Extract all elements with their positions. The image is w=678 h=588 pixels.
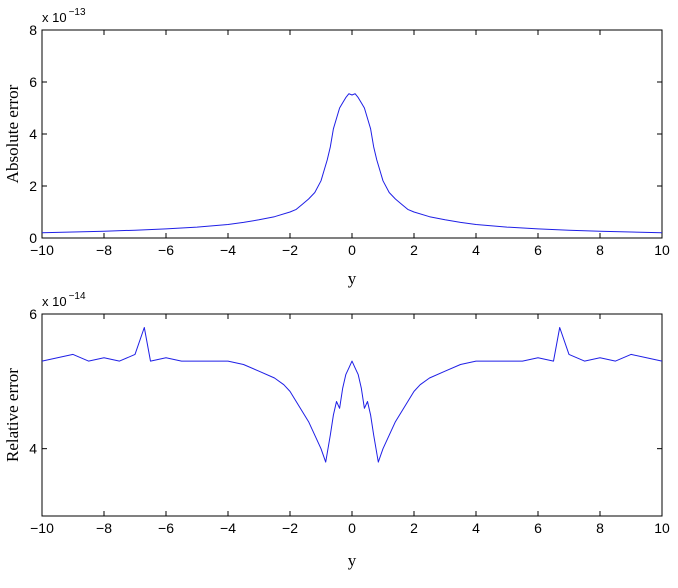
y-axis: 46 [29, 306, 662, 457]
x-axis-label: y [348, 269, 357, 288]
y-axis: 0 2 4 6 8 [29, 22, 662, 246]
x-axis: −10 −8 −6 −4 −2 0 2 4 6 8 10 [30, 30, 670, 258]
axis-scale-factor: x 10 −14 [42, 291, 86, 309]
y-tick-label: 6 [29, 306, 37, 322]
plot-area [41, 313, 663, 517]
x-tick-label: −4 [220, 520, 236, 536]
x-tick-label: −10 [30, 520, 54, 536]
x-tick-label: 6 [534, 242, 542, 258]
x-tick-label: −2 [282, 242, 298, 258]
x-tick-label: −4 [220, 242, 236, 258]
x-tick-label: −6 [158, 242, 174, 258]
x-tick-label: 0 [348, 520, 356, 536]
y-axis-label: Relative error [3, 368, 22, 462]
scale-base: x 10 [42, 294, 67, 309]
y-axis-label: Absolute error [3, 84, 22, 183]
scale-exponent: −13 [69, 7, 86, 18]
x-tick-label: 10 [654, 520, 670, 536]
y-tick-label: 4 [29, 126, 37, 142]
series-layer [41, 93, 663, 234]
series-line [41, 93, 663, 234]
x-tick-label: −6 [158, 520, 174, 536]
x-axis: −10 −8 −6 −4 −2 0 2 4 6 8 10 [30, 314, 670, 536]
x-tick-label: 0 [348, 242, 356, 258]
x-tick-label: 4 [472, 242, 480, 258]
relative-error-plot: −10 −8 −6 −4 −2 0 2 4 6 8 10 46 y Relative error x… [3, 291, 670, 570]
x-tick-label: −10 [30, 242, 54, 258]
scale-exponent: −14 [69, 291, 86, 302]
x-tick-label: −8 [96, 242, 112, 258]
y-tick-label: 4 [29, 441, 37, 457]
x-tick-label: 8 [596, 242, 604, 258]
y-tick-label: 8 [29, 22, 37, 38]
x-tick-label: 10 [654, 242, 670, 258]
y-tick-label: 2 [29, 178, 37, 194]
absolute-error-plot: −10 −8 −6 −4 −2 0 2 4 6 8 10 0 2 4 6 8 y Absolute erro… [3, 7, 670, 288]
plot-area [41, 29, 663, 239]
x-axis-label: y [348, 551, 357, 570]
x-tick-label: 2 [410, 520, 418, 536]
x-tick-label: −2 [282, 520, 298, 536]
scale-base: x 10 [42, 10, 67, 25]
y-tick-label: 6 [29, 74, 37, 90]
series-line [41, 327, 663, 463]
x-tick-label: 2 [410, 242, 418, 258]
x-tick-label: −8 [96, 520, 112, 536]
y-tick-label: 0 [29, 230, 37, 246]
x-tick-label: 8 [596, 520, 604, 536]
axis-scale-factor: x 10 −13 [42, 7, 86, 25]
series-layer [41, 327, 663, 463]
x-tick-label: 6 [534, 520, 542, 536]
x-tick-label: 4 [472, 520, 480, 536]
